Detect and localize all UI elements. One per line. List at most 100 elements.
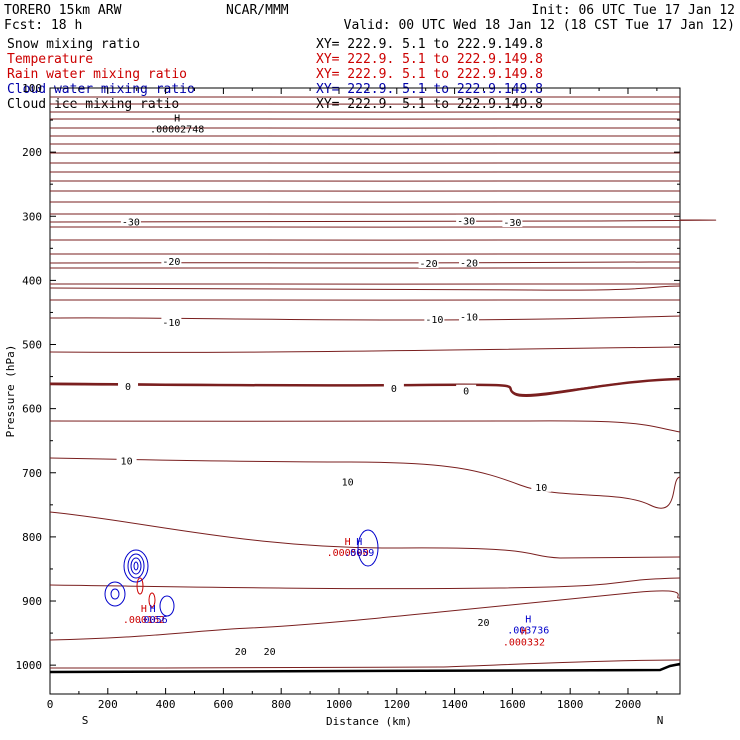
north-end-label: N <box>657 714 664 727</box>
contour-label: 20 <box>264 647 276 658</box>
x-tick-label: 1600 <box>499 698 526 711</box>
south-end-label: S <box>82 714 89 727</box>
contour-label: -20 <box>420 259 438 270</box>
maximum-value: .00002748 <box>150 124 204 135</box>
contour-label: -20 <box>162 257 180 268</box>
contour-label: 0 <box>463 387 469 398</box>
contour-label-bg <box>120 215 141 227</box>
x-tick-label: 1000 <box>326 698 353 711</box>
isotherm-line <box>49 315 681 321</box>
x-tick-label: 1800 <box>557 698 584 711</box>
x-tick-label: 200 <box>98 698 118 711</box>
contour-labels: -30 -30 -30 -20 -20 -20 -10 -10 -10 0 0 0 10 10 10 20 20… <box>116 214 552 658</box>
cloud-water-contour <box>127 553 145 579</box>
maximum-value: .0056 <box>138 615 168 626</box>
isotherm-line <box>49 299 681 301</box>
plot-area <box>49 87 681 695</box>
maximum-marker: H <box>521 626 527 637</box>
x-tick-label: 0 <box>47 698 54 711</box>
y-tick-label: 300 <box>22 210 42 223</box>
contour-label: -30 <box>503 218 521 229</box>
isotherm-line <box>49 219 717 223</box>
isotherm-line <box>49 162 681 164</box>
isotherm-line <box>49 285 681 291</box>
x-tick-label: 1200 <box>384 698 411 711</box>
temperature-contours <box>49 96 717 674</box>
contour-label-bg <box>230 645 251 657</box>
legend-xy: XY= 222.9. 5.1 to 222.9.149.8 <box>316 37 543 52</box>
forecast-hour: Fcst: 18 h <box>4 18 82 33</box>
legend-entry: Rain water mixing ratio <box>7 67 187 82</box>
y-tick-label: 900 <box>22 595 42 608</box>
maximum-marker: H <box>356 537 362 548</box>
x-tick-label: 800 <box>271 698 291 711</box>
cloud-water-contour <box>357 529 379 567</box>
isotherm-line <box>49 590 681 641</box>
y-tick-label: 1000 <box>16 659 43 672</box>
y-tick-label: 200 <box>22 146 42 159</box>
isotherm-line <box>49 201 681 203</box>
isotherm-line <box>49 226 681 228</box>
y-tick-label: 700 <box>22 467 42 480</box>
contour-label: 10 <box>535 483 547 494</box>
cloud-water-contour <box>133 561 139 571</box>
isotherm-line <box>49 457 681 509</box>
contour-label: -10 <box>162 318 180 329</box>
contour-label-bg <box>473 616 494 628</box>
isotherm-line <box>49 135 681 137</box>
isotherm-line <box>49 111 681 113</box>
isotherm-line <box>49 103 681 105</box>
contour-label-bg <box>337 475 358 487</box>
contour-label: -30 <box>122 217 140 228</box>
center-title: NCAR/MMM <box>226 3 289 18</box>
legend-entry: Cloud water mixing ratio <box>7 82 195 97</box>
y-tick-label: 400 <box>22 274 42 287</box>
isotherm-line <box>49 143 681 145</box>
contour-label-bg <box>418 257 439 269</box>
maximum-value: .000162 <box>123 615 165 626</box>
contour-label-bg <box>459 256 480 268</box>
cloud-water-contour <box>123 549 149 583</box>
y-tick-label: 800 <box>22 531 42 544</box>
isotherm-line <box>49 118 681 120</box>
x-tick-label: 600 <box>213 698 233 711</box>
maximum-marker: H <box>525 615 531 626</box>
maximum-marker: H <box>141 604 147 615</box>
maximum-marker: H <box>174 113 180 124</box>
y-tick-label: 100 <box>22 82 42 95</box>
isotherm-line <box>49 180 681 182</box>
isotherm-line <box>49 659 681 669</box>
isotherm-line <box>49 261 680 264</box>
rain-water-contour <box>148 592 156 608</box>
cloud-water-contour <box>104 581 126 607</box>
legend-xy: XY= 222.9. 5.1 to 222.9.149.8 <box>316 67 543 82</box>
contour-label-bg <box>259 645 280 657</box>
contour-label: 10 <box>342 478 354 489</box>
contour-label-bg <box>118 380 139 392</box>
legend: Snow mixing ratio XY= 222.9. 5.1 to 222.9… <box>7 37 543 112</box>
contour-label-bg <box>456 214 477 226</box>
isotherm-line <box>49 420 681 433</box>
valid-time: Valid: 00 UTC Wed 18 Jan 12 (18 CST Tue … <box>344 18 735 33</box>
isotherm-line <box>49 253 681 255</box>
x-tick-label: 2000 <box>615 698 642 711</box>
contour-label-bg <box>424 312 445 324</box>
rain-water-contours <box>136 577 156 608</box>
cloud-water-contour <box>130 557 142 575</box>
maximum-value: .0059 <box>344 548 374 559</box>
isotherm-line <box>49 96 681 98</box>
freezing-isotherm <box>49 377 681 398</box>
isotherm-line <box>49 190 681 192</box>
maximum-value: .003736 <box>507 626 549 637</box>
maximum-marker: H <box>150 604 156 615</box>
isotherm-line <box>49 239 681 241</box>
y-tick-label: 500 <box>22 339 42 352</box>
isotherm-line <box>49 127 681 129</box>
model-title: TORERO 15km ARW <box>4 3 122 18</box>
cloud-water-contour <box>159 595 175 617</box>
y-axis-label: Pressure (hPa) <box>4 345 17 438</box>
isotherm-line <box>49 213 681 215</box>
cloud-water-contours <box>104 529 379 617</box>
